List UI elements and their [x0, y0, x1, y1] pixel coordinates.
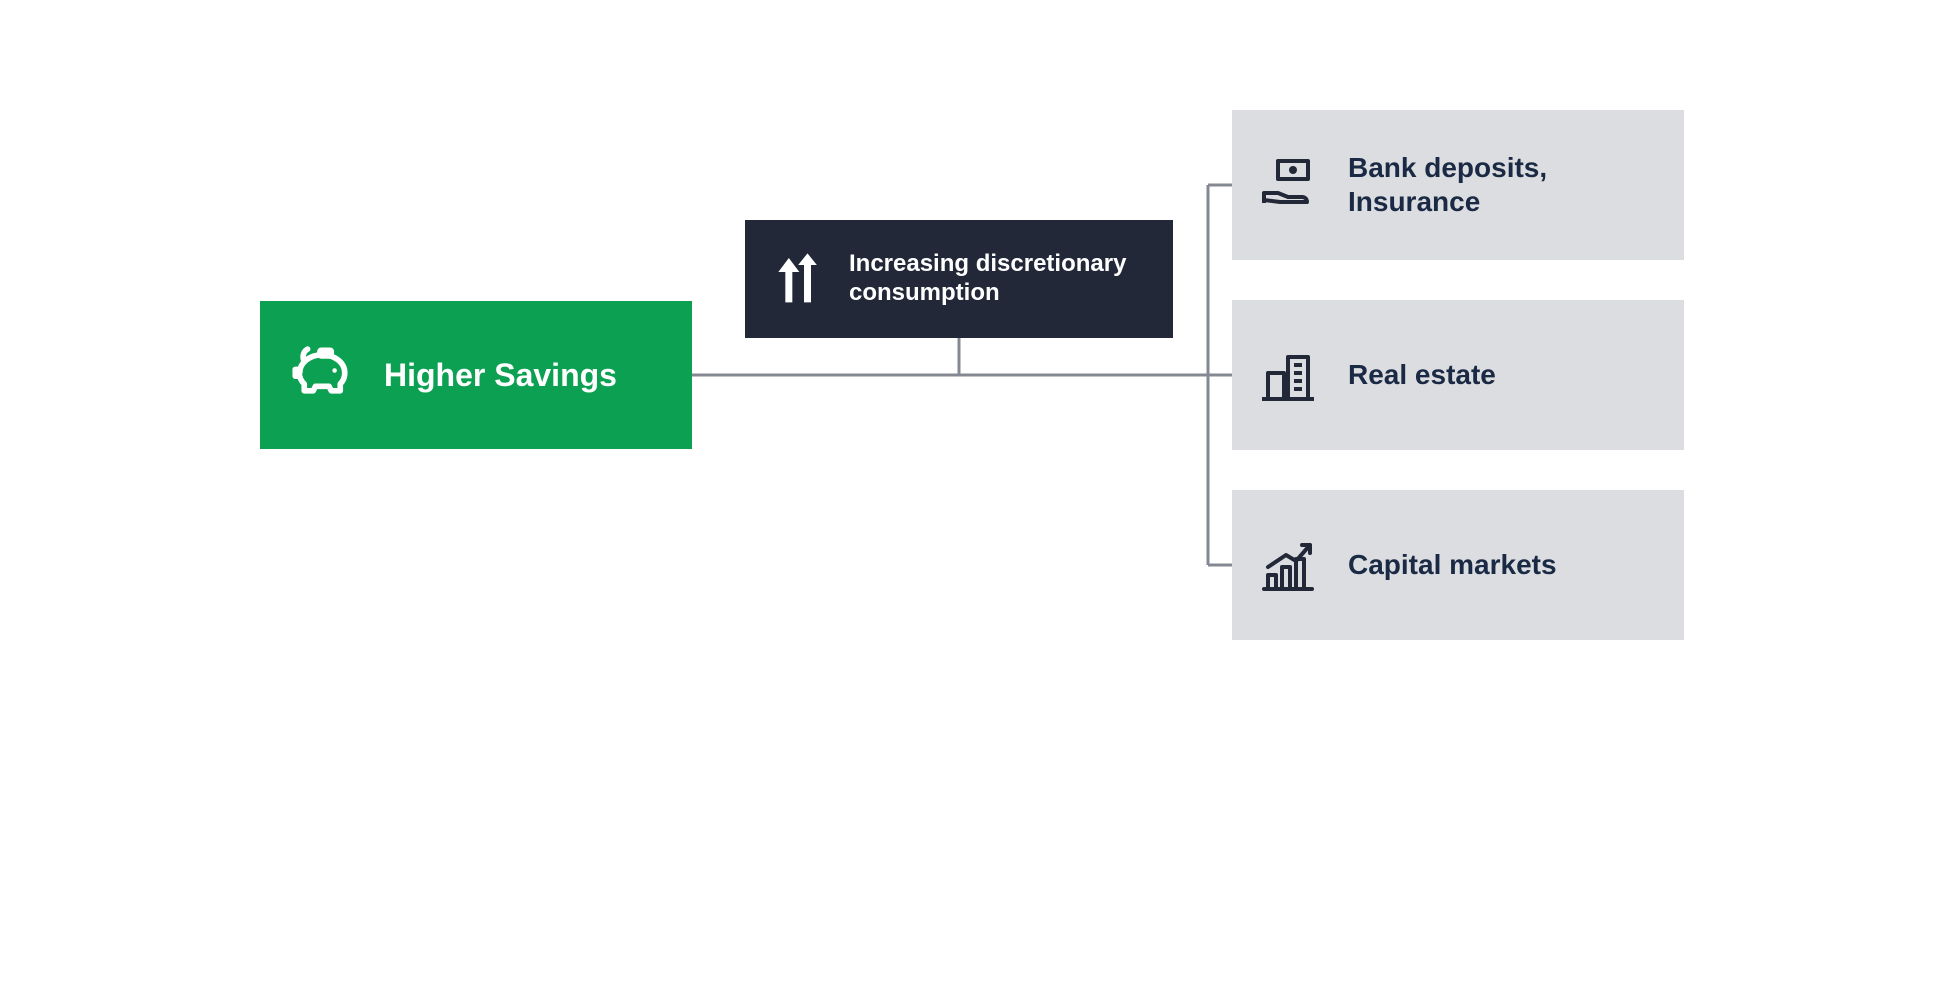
node-label: Bank deposits, Insurance: [1348, 151, 1547, 218]
piggy-bank-icon: [284, 339, 356, 411]
money-hand-icon: [1256, 153, 1320, 217]
node-bank-deposits-insurance: Bank deposits, Insurance: [1232, 110, 1684, 260]
buildings-icon: [1256, 343, 1320, 407]
diagram-canvas: Higher Savings Increasing discretionary …: [200, 0, 1738, 804]
node-label: Increasing discretionary consumption: [849, 250, 1126, 308]
arrows-up-icon: [769, 251, 825, 307]
node-real-estate: Real estate: [1232, 300, 1684, 450]
growth-chart-icon: [1256, 533, 1320, 597]
node-label: Capital markets: [1348, 548, 1557, 582]
node-label: Real estate: [1348, 358, 1496, 392]
node-capital-markets: Capital markets: [1232, 490, 1684, 640]
node-higher-savings: Higher Savings: [260, 301, 692, 449]
node-discretionary-consumption: Increasing discretionary consumption: [745, 220, 1173, 338]
node-label: Higher Savings: [384, 356, 617, 394]
